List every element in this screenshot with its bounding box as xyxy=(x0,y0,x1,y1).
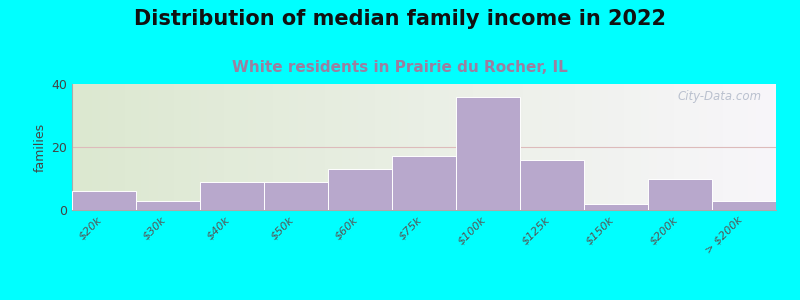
Bar xyxy=(456,97,520,210)
Bar xyxy=(72,191,136,210)
Bar xyxy=(648,178,712,210)
Bar xyxy=(392,156,456,210)
Bar xyxy=(200,182,264,210)
Text: Distribution of median family income in 2022: Distribution of median family income in … xyxy=(134,9,666,29)
Bar xyxy=(264,182,328,210)
Bar xyxy=(584,204,648,210)
Text: White residents in Prairie du Rocher, IL: White residents in Prairie du Rocher, IL xyxy=(232,60,568,75)
Bar xyxy=(712,200,776,210)
Bar xyxy=(520,160,584,210)
Bar xyxy=(328,169,392,210)
Bar xyxy=(136,200,200,210)
Text: City-Data.com: City-Data.com xyxy=(678,90,762,103)
Y-axis label: families: families xyxy=(34,122,47,172)
